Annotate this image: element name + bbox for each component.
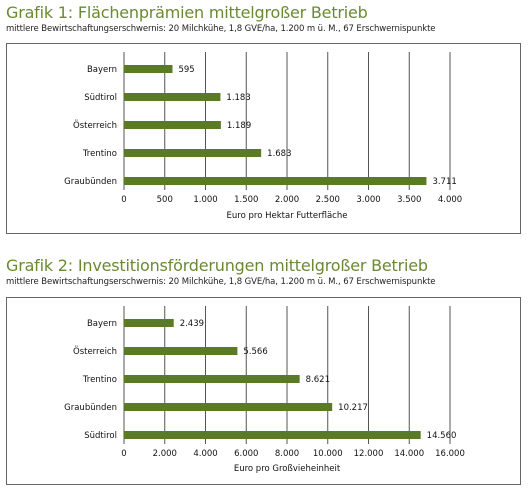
x-tick-label: 1.500 (234, 195, 258, 205)
bar (124, 121, 221, 129)
bar (124, 177, 427, 185)
value-label: 8.621 (306, 375, 330, 385)
chart1-panel: 0 500 1.000 1.500 2.000 2.500 3.000 3.500 4.000 B… (6, 43, 521, 234)
chart2-svg: 0 2.000 4.000 6.000 8.000 10.000 12.000 14.000 1… (64, 306, 465, 474)
category-label: Bayern (87, 319, 117, 329)
x-axis-label: Euro pro Großvieheinheit (234, 464, 341, 474)
x-tick-label: 2.000 (153, 449, 177, 459)
bar (124, 375, 300, 383)
x-tick-label: 6.000 (234, 449, 258, 459)
x-tick-label: 10.000 (313, 449, 343, 459)
category-label: Graubünden (64, 177, 117, 187)
x-tick-label: 14.000 (394, 449, 424, 459)
x-tick-label: 12.000 (354, 449, 384, 459)
value-label: 5.566 (243, 347, 267, 357)
x-tick-label: 16.000 (435, 449, 465, 459)
bar (124, 347, 238, 355)
category-label: Österreich (73, 120, 117, 131)
x-tick-label: 2.000 (275, 195, 299, 205)
chart1-subtitle: mittlere Bewirtschaftungserschwernis: 20… (6, 24, 436, 34)
category-label: Trentino (82, 149, 117, 159)
chart2-title: Grafik 2: Investitionsförderungen mittel… (6, 256, 428, 275)
category-label: Trentino (82, 375, 117, 385)
bar (124, 149, 262, 157)
chart1-title: Grafik 1: Flächenprämien mittelgroßer Be… (6, 3, 368, 22)
bar (124, 431, 421, 439)
value-label: 1.183 (226, 93, 250, 103)
x-tick-label: 0 (121, 449, 126, 459)
value-label: 1.683 (267, 149, 291, 159)
x-tick-label: 1.000 (193, 195, 217, 205)
x-tick-label: 3.500 (397, 195, 421, 205)
x-tick-label: 3.000 (356, 195, 380, 205)
value-label: 2.439 (180, 319, 204, 329)
chart2-panel: 0 2.000 4.000 6.000 8.000 10.000 12.000 14.000 1… (6, 297, 521, 485)
bar (124, 403, 333, 411)
x-tick-label: 0 (121, 195, 126, 205)
chart2-subtitle: mittlere Bewirtschaftungserschwernis: 20… (6, 277, 436, 287)
value-label: 3.711 (432, 177, 456, 187)
value-label: 1.189 (227, 121, 251, 131)
category-label: Bayern (87, 65, 117, 75)
category-label: Österreich (73, 346, 117, 357)
x-tick-label: 4.000 (193, 449, 217, 459)
bar (124, 319, 174, 327)
value-label: 14.560 (427, 431, 457, 441)
x-axis-label: Euro pro Hektar Futterfläche (227, 211, 348, 221)
chart1-svg: 0 500 1.000 1.500 2.000 2.500 3.000 3.500 4.000 B… (64, 52, 462, 221)
x-tick-label: 2.500 (316, 195, 340, 205)
x-tick-label: 8.000 (275, 449, 299, 459)
bar (124, 65, 173, 73)
x-tick-label: 4.000 (438, 195, 462, 205)
category-label: Graubünden (64, 403, 117, 413)
value-label: 595 (178, 65, 194, 75)
category-label: Südtirol (84, 93, 117, 103)
value-label: 10.217 (338, 403, 368, 413)
category-label: Südtirol (84, 431, 117, 441)
bar (124, 93, 221, 101)
x-tick-label: 500 (157, 195, 173, 205)
